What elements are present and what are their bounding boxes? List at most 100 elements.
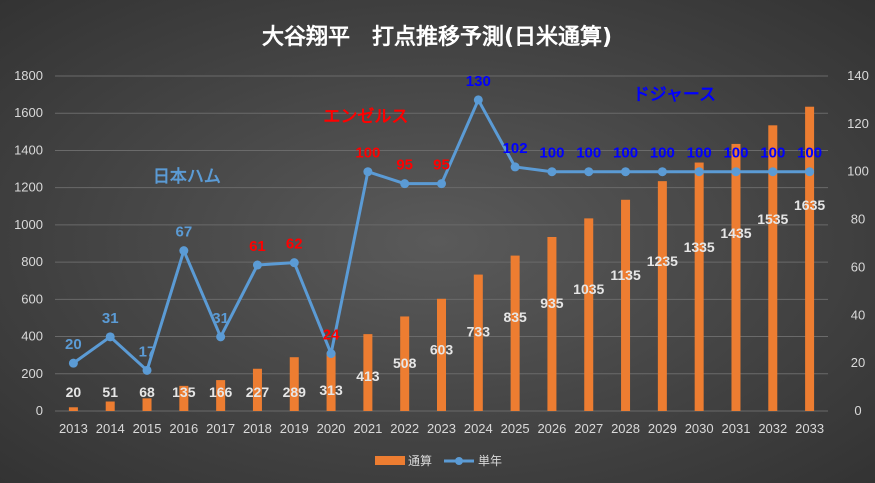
bar-data-label: 1035 (573, 281, 604, 297)
line-point (400, 179, 410, 189)
bar (510, 255, 520, 411)
line-point (657, 167, 667, 177)
annotation-label: エンゼルス (323, 106, 408, 127)
bar-data-label: 1435 (720, 225, 751, 241)
x-tick-label: 2023 (427, 421, 456, 436)
line-data-label: 95 (396, 157, 413, 174)
right-axis: 0 20 40 60 80 100 120 140 (847, 68, 869, 418)
line-data-label: 100 (539, 145, 564, 162)
x-tick-label: 2017 (206, 421, 235, 436)
bar-data-label: 508 (393, 355, 417, 371)
bar-data-label: 166 (209, 384, 233, 400)
legend-bar-label: 通算 (408, 453, 432, 468)
bar (252, 368, 262, 411)
line-data-label: 100 (355, 145, 380, 162)
bar (694, 162, 704, 411)
bar-data-label: 733 (467, 323, 491, 339)
line-data-label: 102 (503, 140, 528, 157)
annotation-label: ドジャース (633, 85, 716, 105)
legend: 通算 単年 (375, 453, 502, 468)
line-point (731, 167, 741, 177)
bar (547, 236, 557, 411)
right-tick-label: 60 (851, 259, 865, 274)
x-tick-label: 2024 (464, 421, 493, 436)
right-tick-label: 80 (851, 212, 865, 227)
bar (216, 380, 226, 411)
left-axis: 0 200 400 600 800 1000 1200 1400 1600 1800 (14, 68, 43, 418)
line-data-label: 130 (466, 73, 491, 90)
left-tick-label: 0 (36, 403, 43, 418)
left-tick-label: 200 (21, 366, 43, 381)
line-data-label: 17 (139, 343, 156, 360)
left-tick-label: 400 (21, 329, 43, 344)
team-annotations: 日本ハム エンゼルス ドジャース (153, 85, 716, 187)
line-data-label: 67 (175, 224, 192, 241)
bar (768, 125, 778, 411)
x-tick-label: 2014 (96, 421, 125, 436)
left-tick-label: 1400 (14, 142, 43, 157)
line-data-label: 100 (576, 145, 601, 162)
line-point (510, 162, 520, 172)
left-tick-label: 1600 (14, 105, 43, 120)
line-point (68, 358, 78, 368)
bar-data-label: 935 (540, 295, 564, 311)
line-data-label: 31 (212, 310, 229, 327)
bar-data-label: 603 (430, 342, 454, 358)
x-tick-label: 2028 (611, 421, 640, 436)
right-tick-label: 20 (851, 355, 865, 370)
x-tick-label: 2021 (353, 421, 382, 436)
right-tick-label: 40 (851, 307, 865, 322)
bar-data-label: 51 (102, 384, 118, 400)
legend-line-label: 単年 (478, 454, 502, 468)
x-tick-label: 2033 (795, 421, 824, 436)
bar (657, 181, 667, 411)
bar (105, 401, 115, 411)
bar-data-label: 1635 (794, 197, 825, 213)
line-data-label: 62 (286, 236, 303, 253)
line-point (621, 167, 631, 177)
x-tick-label: 2019 (280, 421, 309, 436)
bar (363, 334, 373, 411)
bar-data-label: 313 (319, 382, 343, 398)
line-data-label: 100 (650, 145, 675, 162)
line-point (768, 167, 778, 177)
annotation-label: 日本ハム (153, 166, 221, 187)
bar-data-label: 289 (283, 384, 307, 400)
x-tick-label: 2029 (648, 421, 677, 436)
x-tick-label: 2022 (390, 421, 419, 436)
x-tick-label: 2013 (59, 421, 88, 436)
bar (326, 352, 336, 411)
x-tick-label: 2016 (169, 421, 198, 436)
left-tick-label: 1200 (14, 180, 43, 195)
bar-data-label: 227 (246, 384, 270, 400)
x-tick-label: 2025 (501, 421, 530, 436)
line-point (694, 167, 704, 177)
bar-data-label: 835 (503, 309, 527, 325)
x-tick-label: 2027 (574, 421, 603, 436)
right-tick-label: 0 (854, 403, 861, 418)
legend-line-marker (455, 457, 463, 465)
bar (621, 199, 631, 411)
line-point (179, 246, 189, 256)
line-data-label: 100 (613, 145, 638, 162)
x-tick-label: 2031 (722, 421, 751, 436)
right-tick-label: 140 (847, 68, 869, 83)
gridlines (55, 75, 828, 412)
line-point (547, 167, 557, 177)
line-data-label: 31 (102, 310, 119, 327)
line-point (326, 349, 336, 359)
bar-data-label: 1335 (684, 239, 715, 255)
line-data-label: 20 (65, 336, 82, 353)
line-point (363, 167, 373, 177)
x-tick-label: 2020 (317, 421, 346, 436)
line-data-label: 95 (433, 157, 450, 174)
line-data-label: 100 (687, 145, 712, 162)
left-tick-label: 800 (21, 254, 43, 269)
line-point (216, 332, 226, 342)
bar (584, 218, 594, 411)
line-point (437, 179, 446, 189)
bar-data-label: 413 (356, 368, 380, 384)
line-series (68, 95, 815, 375)
right-tick-label: 120 (847, 116, 869, 131)
